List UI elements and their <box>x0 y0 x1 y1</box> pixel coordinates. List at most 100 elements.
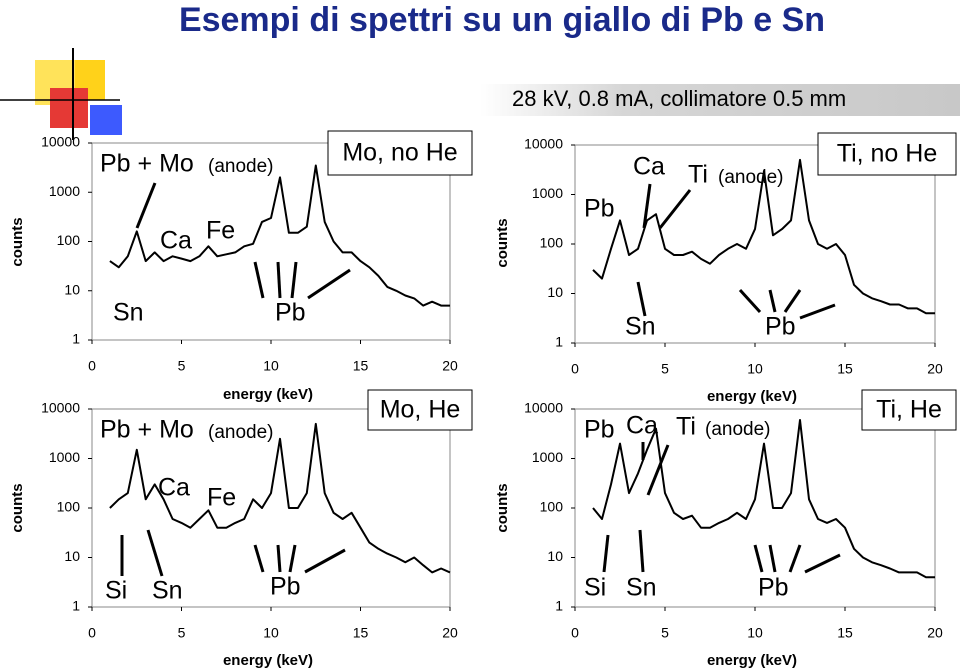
x-tick-label: 20 <box>927 625 943 641</box>
y-tick-label: 1000 <box>49 449 80 465</box>
y-tick-label: 1 <box>555 334 563 350</box>
y-tick-label: 1000 <box>532 449 563 465</box>
x-tick-label: 20 <box>927 361 943 377</box>
condition-label: Mo, no He <box>342 139 457 167</box>
condition-label: Ti, He <box>876 396 942 424</box>
subtitle-band <box>480 84 960 116</box>
x-axis-label: energy (keV) <box>223 386 313 403</box>
y-tick-label: 10 <box>547 548 563 564</box>
anode-note: (anode) <box>705 419 771 440</box>
pointer <box>658 189 692 229</box>
x-tick-label: 0 <box>88 625 96 641</box>
x-axis-label: energy (keV) <box>223 652 313 669</box>
element-label: Sn <box>625 313 656 341</box>
pointer <box>646 444 670 496</box>
y-tick-label: 10 <box>547 284 563 300</box>
x-tick-label: 0 <box>88 358 96 374</box>
element-label: Pb <box>270 573 301 601</box>
y-tick-label: 100 <box>540 499 564 515</box>
spectrum-line <box>592 158 935 315</box>
element-label: Sn <box>113 299 144 327</box>
x-tick-label: 20 <box>442 625 458 641</box>
condition-box <box>327 130 473 176</box>
x-tick-label: 10 <box>747 361 763 377</box>
pointer <box>788 544 802 573</box>
pointer <box>804 553 841 574</box>
y-tick-label: 10 <box>64 281 80 297</box>
pointer <box>135 182 157 229</box>
spectrum-line <box>592 419 935 579</box>
anode-note: (anode) <box>208 422 274 443</box>
condition-box <box>367 389 473 431</box>
element-label: Ca <box>158 474 190 502</box>
y-tick-label: 10000 <box>41 400 80 416</box>
x-tick-label: 20 <box>442 358 458 374</box>
x-tick-label: 0 <box>571 361 579 377</box>
x-tick-label: 15 <box>353 625 369 641</box>
pointer <box>753 544 764 573</box>
y-tick-label: 1000 <box>532 185 563 201</box>
y-axis-label: counts <box>494 218 511 267</box>
deco-square <box>50 88 88 128</box>
element-label: Ca <box>626 412 658 440</box>
pointer <box>290 261 298 299</box>
x-tick-label: 5 <box>178 358 186 374</box>
pointer <box>602 534 610 573</box>
subtitle: 28 kV, 0.8 mA, collimatore 0.5 mm <box>512 86 846 111</box>
element-label: Pb <box>765 313 796 341</box>
pointer <box>253 261 265 299</box>
pointer <box>783 289 802 313</box>
y-tick-label: 100 <box>57 499 81 515</box>
y-tick-label: 1 <box>72 331 80 347</box>
deco-square <box>90 105 122 135</box>
y-tick-label: 10000 <box>524 400 563 416</box>
condition-label: Mo, He <box>380 396 461 424</box>
condition-box <box>861 389 957 431</box>
element-label: Sn <box>152 577 183 605</box>
y-tick-label: 1 <box>72 598 80 614</box>
y-tick-label: 10 <box>64 548 80 564</box>
spectrum-line <box>109 422 451 574</box>
spectrum-line <box>109 164 450 307</box>
anode-label: Pb + Mo <box>100 150 194 178</box>
y-axis-label: counts <box>9 483 26 532</box>
x-tick-label: 5 <box>178 625 186 641</box>
pointer <box>799 303 836 320</box>
x-tick-label: 5 <box>661 625 669 641</box>
pointer <box>253 544 265 573</box>
element-label: Fe <box>206 217 235 245</box>
element-label: Pb <box>758 574 789 602</box>
element-label: Pb <box>275 299 306 327</box>
condition-box <box>817 132 957 176</box>
pointer <box>636 281 647 317</box>
pointer <box>768 289 777 313</box>
pointer <box>146 529 164 577</box>
x-tick-label: 10 <box>747 625 763 641</box>
pointer <box>276 261 282 299</box>
y-tick-label: 10000 <box>524 136 563 152</box>
element-label: Pb <box>584 195 615 223</box>
y-tick-label: 100 <box>540 235 564 251</box>
anode-note: (anode) <box>208 156 274 177</box>
x-tick-label: 5 <box>661 361 669 377</box>
x-tick-label: 15 <box>837 361 853 377</box>
y-tick-label: 1 <box>555 598 563 614</box>
x-tick-label: 0 <box>571 625 579 641</box>
anode-note: (anode) <box>718 167 784 188</box>
x-tick-label: 15 <box>353 358 369 374</box>
pointer <box>642 183 652 229</box>
title: Esempi di spettri su un giallo di Pb e S… <box>179 1 825 39</box>
pointer <box>288 544 297 573</box>
element-label: Pb <box>584 416 615 444</box>
y-tick-label: 10000 <box>41 134 80 150</box>
x-axis-label: energy (keV) <box>707 388 797 405</box>
pointer <box>304 548 346 574</box>
x-axis-label: energy (keV) <box>707 652 797 669</box>
element-label: Si <box>584 574 606 602</box>
y-tick-label: 1000 <box>49 183 80 199</box>
anode-label: Ti <box>688 161 708 189</box>
y-axis-label: counts <box>494 483 511 532</box>
anode-label: Pb + Mo <box>100 416 194 444</box>
element-label: Ca <box>633 153 665 181</box>
